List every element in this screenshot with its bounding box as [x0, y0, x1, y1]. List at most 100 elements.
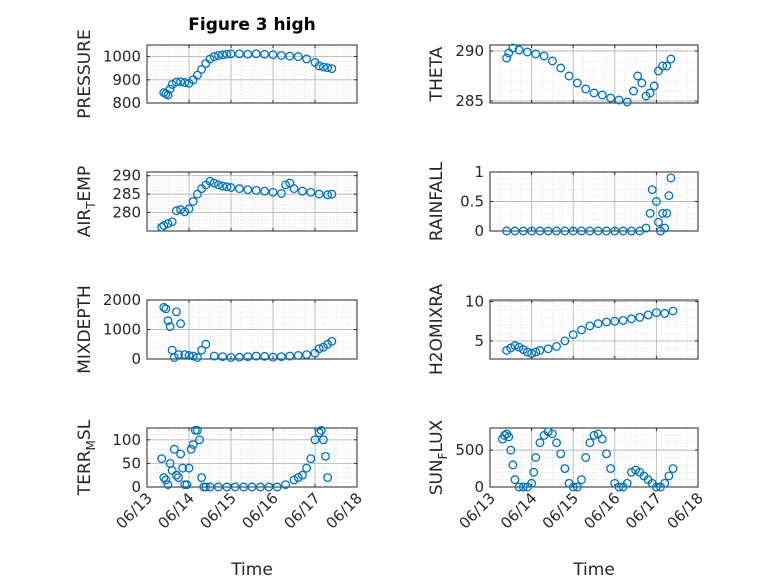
data-point — [635, 312, 645, 322]
data-point — [622, 97, 632, 107]
data-point — [664, 471, 674, 481]
data-point — [192, 353, 202, 362]
data-point — [527, 478, 537, 488]
x-tick-label: 06/17 — [622, 489, 665, 532]
data-point — [226, 353, 236, 362]
data-point — [230, 482, 240, 492]
data-point — [668, 306, 678, 316]
data-point — [597, 90, 607, 100]
figure-title: Figure 3 high — [188, 15, 316, 35]
y-tick-label: 10 — [465, 293, 484, 311]
data-point — [564, 71, 574, 81]
subplot-8: 050006/1306/1406/1506/1606/1706/18SUNFLU… — [427, 419, 707, 532]
data-point — [205, 54, 215, 64]
data-point — [171, 470, 181, 480]
data-point — [186, 444, 196, 454]
data-point — [310, 435, 320, 445]
axes-box — [146, 427, 358, 488]
y-tick-label: 1000 — [103, 321, 141, 339]
data-point — [260, 49, 270, 59]
data-point — [201, 339, 211, 349]
data-point — [174, 473, 183, 483]
data-point — [222, 49, 232, 59]
y-axis-label: SUNFLUX — [427, 419, 450, 495]
data-point — [192, 189, 202, 199]
data-point — [195, 435, 204, 445]
data-point — [178, 463, 188, 473]
y-tick-label: 0.5 — [460, 193, 484, 211]
x-tick-label: 06/15 — [539, 489, 582, 532]
data-point — [302, 350, 312, 360]
x-tick-label: 06/17 — [281, 489, 324, 532]
axes-box — [146, 171, 358, 232]
data-point — [222, 182, 232, 192]
data-point — [159, 302, 169, 312]
subplot-1: 800 900 1000 PRESSURE — [75, 29, 358, 119]
x-tick-label: 06/14 — [497, 489, 540, 532]
data-point — [171, 307, 181, 317]
data-point — [276, 188, 286, 198]
data-point — [293, 351, 303, 360]
y-tick-label: 500 — [455, 441, 484, 459]
data-point — [243, 352, 253, 362]
data-point — [535, 226, 545, 236]
data-point — [205, 176, 215, 186]
x-tick-label: 06/15 — [197, 489, 240, 532]
y-tick-label: 290 — [455, 42, 484, 60]
data-point — [560, 464, 570, 474]
data-point — [234, 352, 244, 362]
data-point — [184, 351, 194, 360]
data-point — [226, 183, 236, 192]
data-point — [327, 189, 337, 199]
data-point — [577, 325, 586, 335]
data-point — [585, 438, 595, 448]
data-point — [161, 304, 171, 314]
x-tick-label: 06/16 — [239, 489, 282, 532]
y-tick-label: 5 — [474, 332, 484, 350]
data-point — [276, 50, 286, 60]
data-point — [602, 449, 611, 459]
data-point — [543, 344, 553, 354]
data-point — [192, 425, 202, 435]
data-point — [504, 48, 514, 58]
data-point — [658, 208, 668, 218]
data-point — [518, 226, 528, 236]
data-point — [610, 316, 620, 326]
data-point — [500, 430, 510, 440]
data-point — [527, 226, 537, 236]
y-axis-label: TERRMSL — [75, 419, 98, 496]
data-point — [502, 53, 512, 63]
data-point — [165, 322, 175, 331]
data-point — [637, 78, 647, 88]
data-point — [222, 482, 232, 492]
data-point — [201, 59, 211, 69]
data-point — [510, 341, 520, 351]
data-point — [209, 178, 219, 188]
subplot-6: 5 10 H2OMIXRA — [427, 284, 699, 375]
data-point — [321, 451, 330, 461]
x-tick-label: 06/14 — [155, 489, 198, 532]
y-axis-label-main: THETA — [427, 46, 447, 102]
data-point — [552, 438, 562, 448]
data-point — [510, 475, 520, 485]
data-point — [622, 478, 632, 488]
data-point — [323, 473, 333, 483]
data-point — [169, 444, 179, 454]
y-tick-label: 100 — [112, 431, 141, 449]
data-point — [285, 51, 295, 61]
data-point — [508, 43, 518, 53]
data-point — [167, 79, 177, 89]
data-point — [159, 473, 169, 483]
data-point — [285, 178, 295, 188]
y-tick-label: 0 — [131, 350, 141, 368]
data-point — [293, 52, 303, 62]
data-point — [297, 186, 307, 196]
data-point — [660, 223, 670, 233]
data-point — [510, 226, 520, 236]
y-tick-label: 0 — [474, 222, 484, 240]
y-tick-label: 1 — [474, 163, 484, 181]
data-point — [643, 310, 653, 320]
x-axis-label-left: Time — [230, 560, 273, 580]
data-point — [552, 226, 562, 236]
